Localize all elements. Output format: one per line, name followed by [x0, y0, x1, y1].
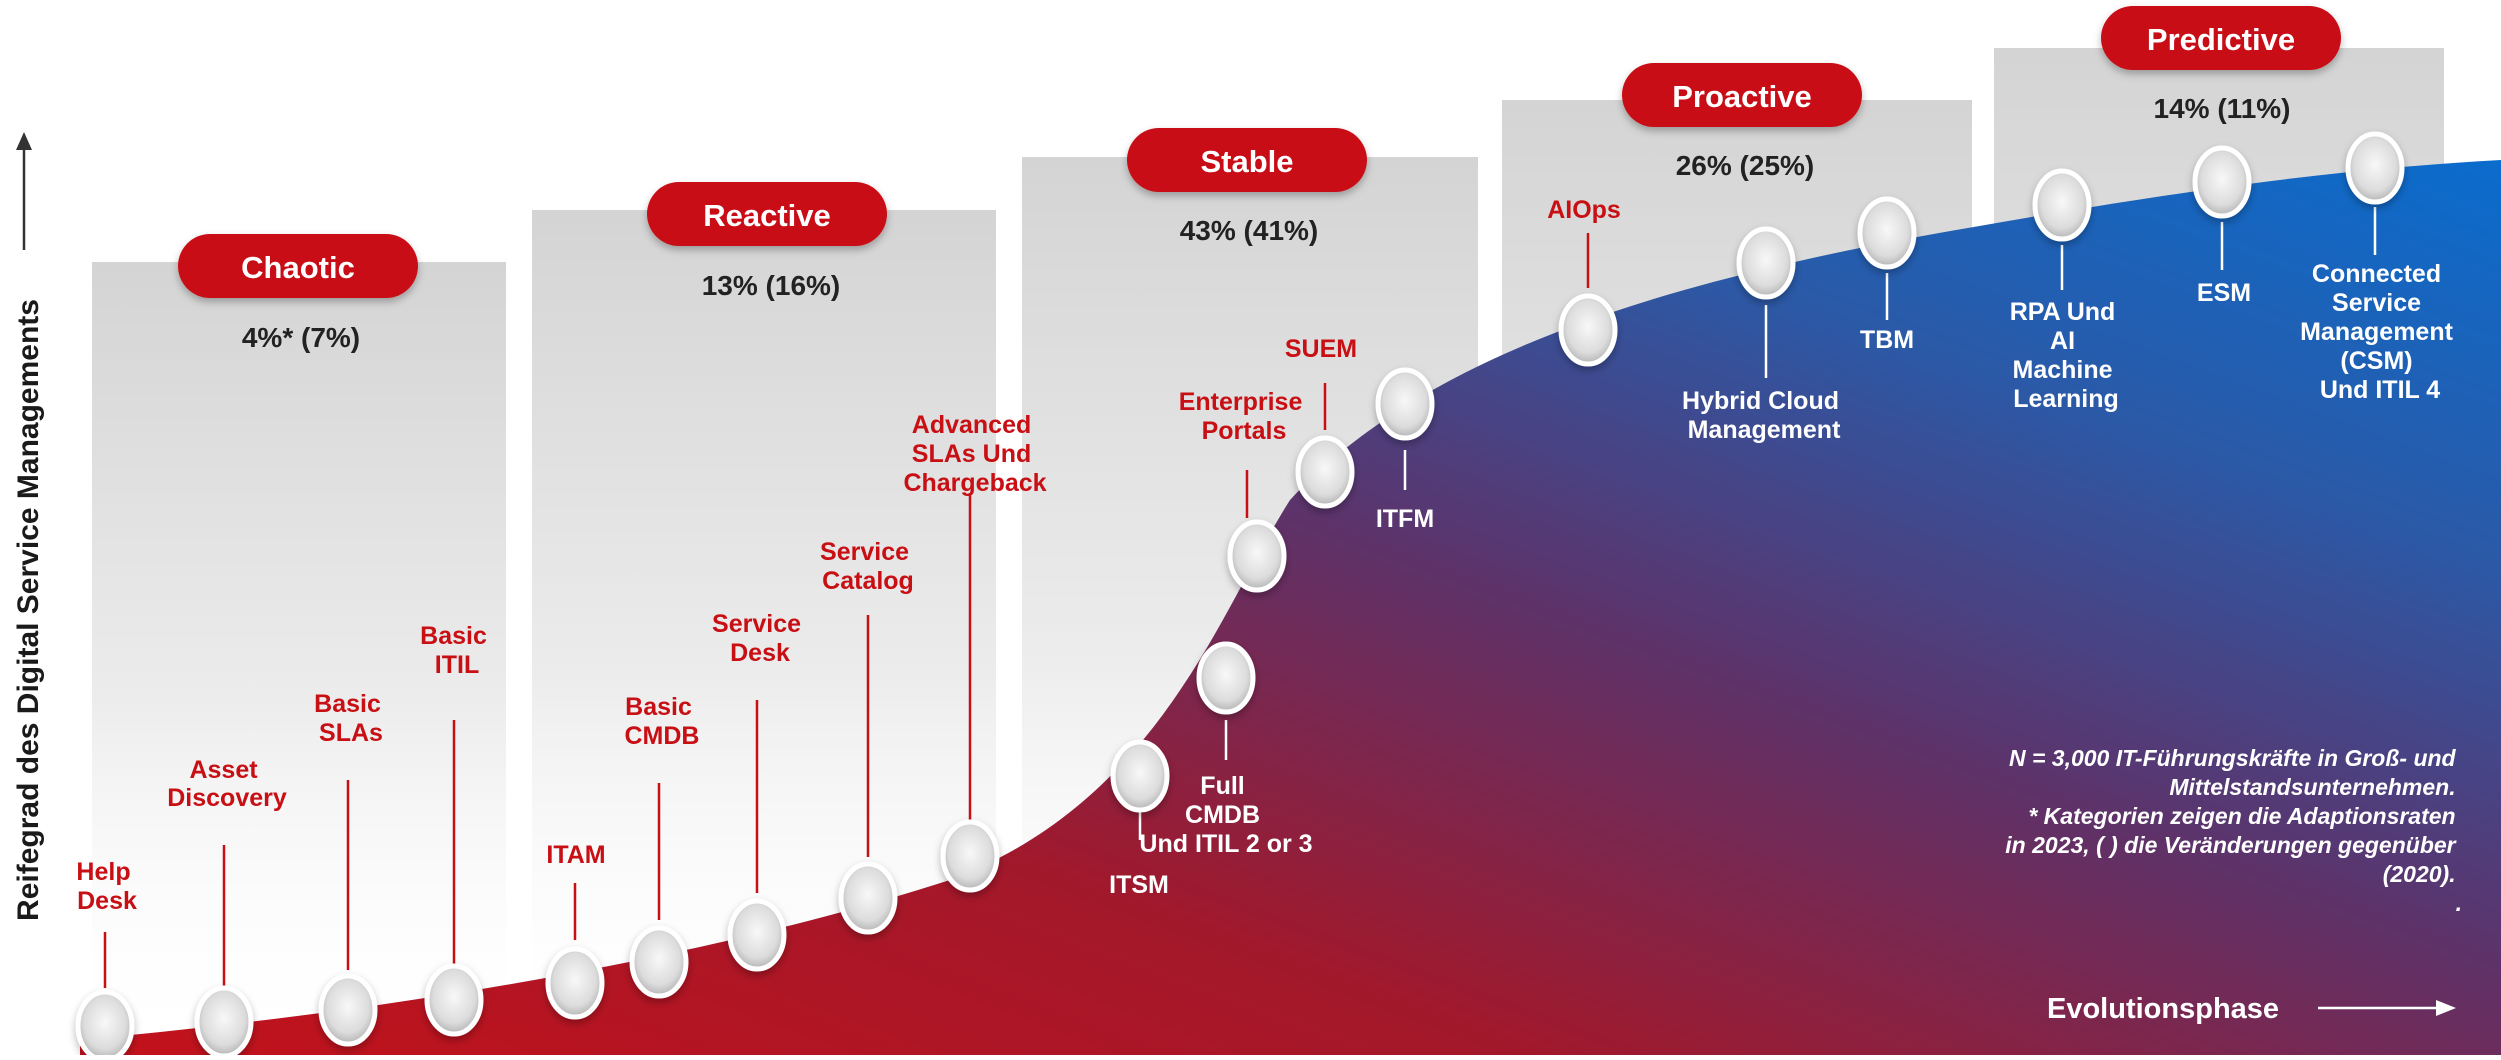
x-axis-label: Evolutionsphase	[2047, 993, 2279, 1025]
x-axis: Evolutionsphase	[2047, 993, 2456, 1025]
stage-title-predictive: Predictive	[2147, 22, 2295, 57]
milestone-label-help-desk: Help Desk	[76, 858, 137, 915]
milestone-node-help-desk	[75, 989, 135, 1060]
milestone-node-tbm	[1857, 196, 1917, 270]
milestone-label-suem: SUEM	[1285, 335, 1357, 363]
stage-title-chaotic: Chaotic	[241, 250, 355, 285]
milestone-node-csm	[2345, 131, 2405, 205]
milestone-node-service-catalog	[838, 861, 898, 935]
milestone-node-rpa-ai	[2032, 168, 2092, 242]
milestone-node-enterprise-portals	[1227, 519, 1287, 593]
stage-pill-stable: Stable	[1127, 128, 1367, 192]
milestone-label-service-catalog: Service Catalog	[820, 538, 916, 595]
milestone-label-itfm: ITFM	[1376, 505, 1434, 533]
milestone-labels: Help Desk Asset Discovery Basic SLAs Bas…	[76, 196, 2460, 915]
milestone-label-advanced-slas: Advanced SLAs Und Chargeback	[903, 411, 1046, 497]
milestone-label-csm: Connected Service Management (CSM) Und I…	[2300, 260, 2460, 404]
milestone-node-basic-itil	[424, 963, 484, 1037]
stage-pct-stable: 43% (41%)	[1180, 215, 1319, 246]
stage-pill-chaotic: Chaotic	[178, 234, 418, 298]
x-axis-arrowhead-icon	[2436, 1000, 2456, 1016]
stage-pill-reactive: Reactive	[647, 182, 887, 246]
maturity-area	[80, 160, 2501, 1055]
milestone-label-itam: ITAM	[546, 841, 605, 869]
milestone-node-aiops	[1558, 293, 1618, 367]
y-axis: Reifegrad des Digital Service Management…	[12, 132, 45, 921]
y-axis-label: Reifegrad des Digital Service Management…	[12, 299, 45, 921]
milestone-label-esm: ESM	[2197, 279, 2251, 307]
milestone-node-service-desk	[727, 898, 787, 972]
y-axis-arrowhead-icon	[16, 132, 32, 150]
milestone-node-full-cmdb	[1196, 641, 1256, 715]
stage-pill-predictive: Predictive	[2101, 6, 2341, 70]
milestone-node-basic-cmdb	[629, 925, 689, 999]
milestone-node-advanced-slas	[940, 819, 1000, 893]
milestone-label-basic-cmdb: Basic CMDB	[625, 693, 700, 750]
milestone-label-basic-slas: Basic SLAs	[314, 690, 388, 747]
milestone-label-asset-discovery: Asset Discovery	[167, 756, 287, 812]
milestone-node-itam	[545, 946, 605, 1020]
stage-pct-chaotic: 4%* (7%)	[242, 322, 360, 353]
milestone-label-full-cmdb: Full CMDB Und ITIL 2 or 3	[1139, 772, 1312, 858]
milestone-node-suem	[1295, 435, 1355, 509]
milestone-node-hybrid-cloud	[1736, 226, 1796, 300]
milestone-label-service-desk: Service Desk	[712, 610, 808, 667]
milestone-label-hybrid-cloud: Hybrid Cloud Management	[1682, 387, 1846, 444]
milestone-label-enterprise-portals: Enterprise Portals	[1179, 388, 1310, 445]
milestone-nodes	[75, 131, 2405, 1060]
milestone-label-tbm: TBM	[1860, 326, 1914, 354]
stage-title-proactive: Proactive	[1672, 79, 1812, 114]
milestone-node-esm	[2192, 145, 2252, 219]
milestone-label-aiops: AIOps	[1547, 196, 1621, 224]
milestone-label-itsm: ITSM	[1109, 871, 1169, 899]
stage-title-reactive: Reactive	[703, 198, 831, 233]
milestone-node-asset-discovery	[194, 985, 254, 1059]
stage-title-stable: Stable	[1200, 144, 1293, 179]
stage-pct-reactive: 13% (16%)	[702, 270, 841, 301]
milestone-node-itfm	[1375, 367, 1435, 441]
stage-pct-predictive: 14% (11%)	[2154, 93, 2291, 124]
stage-pill-proactive: Proactive	[1622, 63, 1862, 127]
milestone-label-rpa-ai: RPA Und AI Machine Learning	[2010, 298, 2123, 413]
stage-column-chaotic	[92, 262, 506, 1055]
milestone-node-basic-slas	[318, 973, 378, 1047]
milestone-label-basic-itil: Basic ITIL	[420, 622, 494, 679]
stage-pct-proactive: 26% (25%)	[1676, 150, 1815, 181]
milestone-leader-lines	[103, 207, 2377, 988]
milestone-node-itsm	[1110, 739, 1170, 813]
footnote: N = 3,000 IT-Führungskräfte in Groß- und…	[2005, 745, 2462, 916]
